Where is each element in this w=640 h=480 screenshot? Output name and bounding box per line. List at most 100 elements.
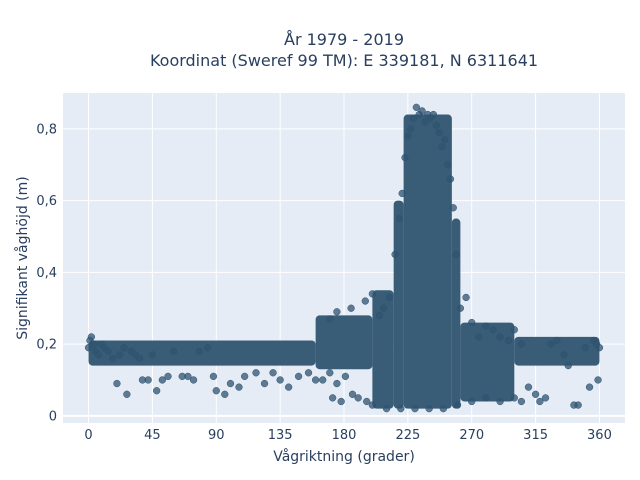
x-tick-label-1: 45: [144, 428, 161, 443]
data-point-52: [368, 401, 377, 409]
data-point-63: [412, 103, 421, 111]
data-point-43: [319, 376, 327, 384]
data-point-29: [209, 372, 218, 381]
data-point-47: [337, 397, 345, 406]
data-point-85: [504, 336, 513, 345]
data-point-90: [536, 397, 544, 406]
data-point-72: [438, 143, 446, 151]
data-point-97: [574, 401, 582, 409]
data-point-33: [235, 383, 243, 391]
data-point-59: [401, 153, 409, 162]
data-point-5: [94, 351, 103, 359]
data-point-65: [418, 107, 426, 115]
data-point-48: [341, 372, 350, 381]
data-point-77: [452, 250, 460, 259]
data-point-32: [226, 379, 235, 388]
data-point-46: [333, 379, 341, 388]
data-point-25: [184, 372, 192, 381]
data-point-38: [276, 376, 284, 384]
data-point-57: [395, 214, 403, 223]
data-point-73: [441, 135, 449, 144]
data-point-118: [510, 394, 518, 402]
x-tick-label-3: 135: [268, 428, 293, 443]
data-point-94: [560, 351, 568, 359]
data-point-69: [429, 110, 438, 119]
data-point-87: [517, 340, 526, 348]
data-point-16: [135, 354, 144, 363]
data-point-11: [116, 351, 124, 359]
data-point-45: [328, 394, 337, 402]
data-point-79: [462, 293, 470, 302]
data-point-109: [382, 405, 391, 413]
density-band-3: [393, 200, 404, 409]
x-tick-label-4: 180: [332, 428, 357, 443]
data-point-91: [541, 394, 550, 402]
data-point-8: [104, 347, 113, 355]
y-tick-label-3: 0,6: [36, 194, 57, 209]
density-band-6: [460, 322, 515, 402]
data-point-61: [407, 125, 415, 133]
data-point-83: [489, 326, 497, 334]
data-point-114: [453, 401, 462, 409]
density-band-7: [514, 336, 600, 366]
data-point-71: [435, 128, 443, 137]
data-point-54: [380, 304, 388, 312]
data-point-93: [553, 336, 561, 345]
data-point-10: [113, 379, 121, 388]
x-tick-label-7: 315: [523, 428, 548, 443]
data-point-89: [531, 390, 540, 398]
data-point-36: [260, 379, 269, 388]
data-point-34: [241, 372, 249, 381]
density-band-5: [451, 218, 461, 409]
data-point-119: [517, 397, 526, 406]
data-point-102: [595, 344, 604, 352]
data-point-104: [326, 315, 334, 323]
x-tick-labels: 0 45 90 135 180 225 270 315 360: [84, 428, 611, 443]
data-point-115: [468, 397, 476, 406]
x-tick-label-6: 270: [459, 428, 484, 443]
data-point-35: [252, 369, 260, 377]
data-point-74: [443, 161, 452, 169]
data-point-30: [212, 387, 220, 395]
data-point-86: [510, 326, 518, 334]
data-point-113: [439, 405, 447, 413]
data-point-37: [269, 369, 277, 377]
data-point-56: [391, 250, 399, 259]
data-point-22: [164, 372, 172, 381]
data-point-60: [404, 132, 412, 140]
density-band-2: [372, 290, 394, 409]
data-point-26: [189, 376, 198, 384]
data-point-103: [594, 376, 602, 384]
data-point-88: [524, 383, 533, 391]
data-point-108: [368, 290, 377, 298]
data-point-12: [120, 344, 128, 352]
data-point-107: [361, 297, 369, 305]
data-point-99: [585, 383, 594, 391]
data-point-112: [425, 405, 433, 413]
y-tick-label-0: 0: [49, 409, 57, 424]
data-point-19: [148, 351, 157, 359]
data-point-49: [348, 390, 357, 398]
data-point-70: [432, 121, 440, 129]
data-point-105: [333, 308, 341, 316]
chart-title-line1: År 1979 - 2019: [284, 30, 404, 49]
data-point-3: [90, 340, 98, 348]
chart-title-line2: Koordinat (Sweref 99 TM): E 339181, N 63…: [150, 51, 538, 70]
data-points: [84, 103, 604, 413]
data-point-27: [195, 347, 203, 355]
data-point-110: [397, 405, 405, 413]
data-point-9: [109, 354, 117, 363]
data-point-84: [496, 333, 504, 341]
data-point-39: [285, 383, 293, 391]
data-point-66: [421, 118, 429, 126]
data-point-55: [385, 293, 394, 302]
data-point-13: [123, 390, 131, 398]
density-bands: [88, 114, 600, 409]
data-point-111: [411, 405, 419, 413]
data-point-40: [294, 372, 303, 381]
data-point-23: [170, 347, 178, 355]
data-point-18: [144, 376, 152, 384]
data-point-116: [482, 394, 490, 402]
x-tick-label-2: 90: [208, 428, 225, 443]
